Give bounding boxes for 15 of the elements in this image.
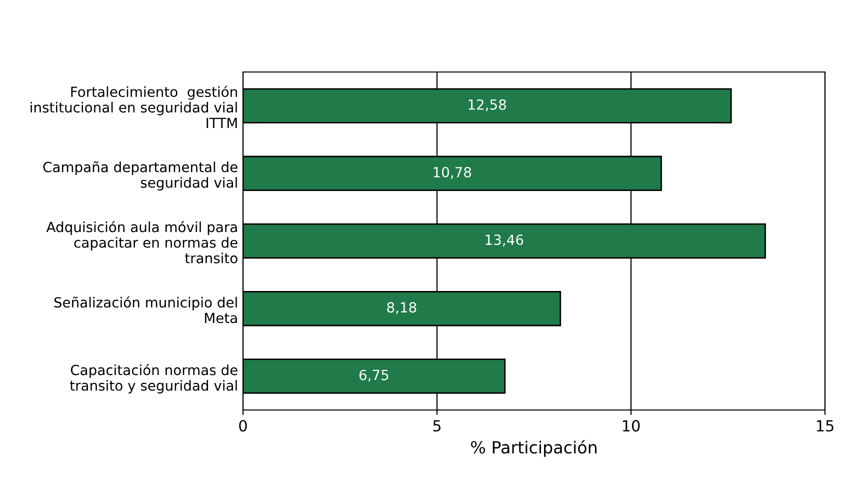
data-label: 13,46 <box>486 234 524 246</box>
x-tick-label: 10 <box>622 420 640 432</box>
y-tick-label: Adquisición aula móvil para capacitar en normas de transito <box>46 220 238 264</box>
x-tick-label: 5 <box>433 420 441 432</box>
data-label: 6,75 <box>359 370 388 382</box>
y-tick-label: Señalización municipio del Meta <box>54 296 237 324</box>
y-tick-label: Fortalecimiento gestión institucional en seguridad vial ITTM <box>30 86 237 128</box>
x-tick-label: 0 <box>239 420 247 432</box>
y-tick-label: Campaña departamental de seguridad vial <box>43 161 238 191</box>
y-tick-label: Capacitación normas de transito y seguridad vial <box>70 364 238 394</box>
x-axis-title: % Participación <box>471 440 596 457</box>
data-label: 12,58 <box>468 99 506 112</box>
data-label: 10,78 <box>434 166 472 179</box>
x-tick-label: 15 <box>816 420 834 432</box>
data-label: 8,18 <box>387 302 416 314</box>
